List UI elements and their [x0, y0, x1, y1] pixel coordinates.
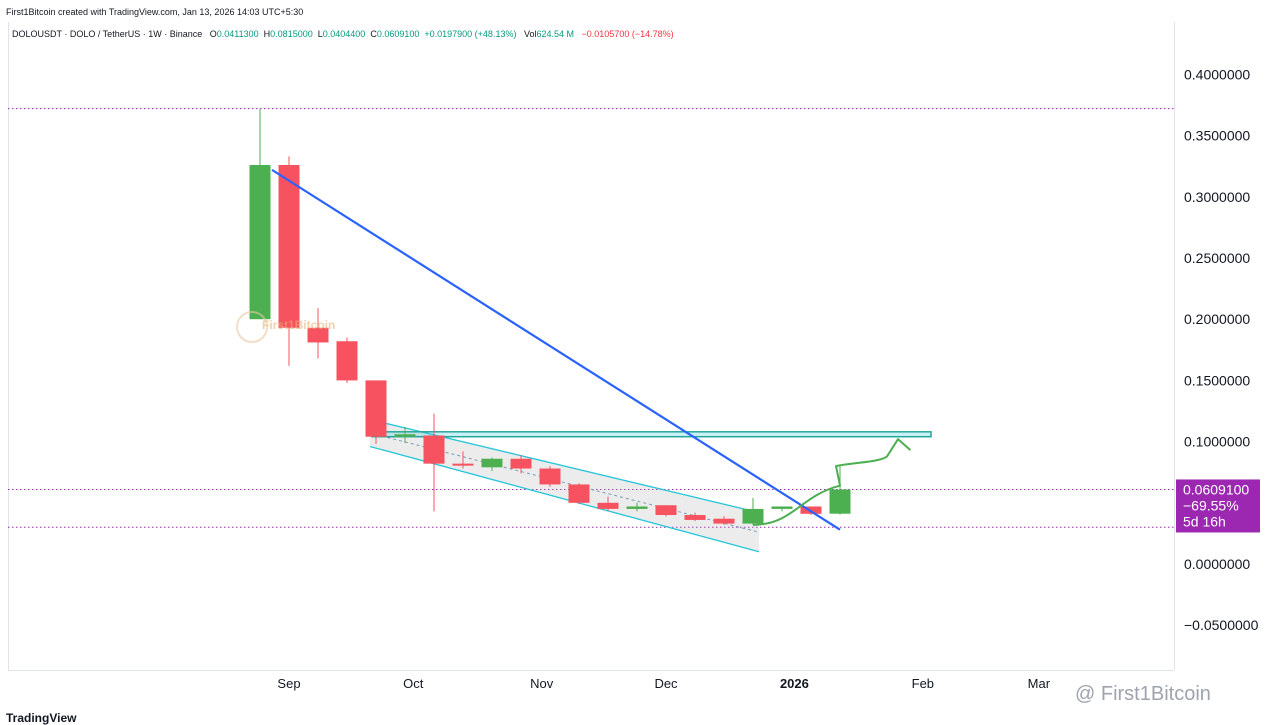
y-tick-label: −0.0500000 — [1184, 617, 1259, 633]
open-label: O — [209, 29, 217, 39]
volume-change: −0.0105700 (−14.78%) — [581, 29, 674, 39]
y-tick-label: 0.2000000 — [1184, 311, 1250, 327]
candle-body — [829, 489, 851, 514]
volume-value: 624.54 M — [536, 29, 575, 39]
downtrend-line[interactable] — [271, 168, 841, 531]
candle-body — [423, 435, 445, 464]
candle-body — [539, 468, 561, 485]
candle-body — [365, 380, 387, 437]
candle[interactable] — [655, 505, 677, 517]
low-label: L — [317, 29, 323, 39]
high-value: 0.0815000 — [270, 29, 313, 39]
first1bitcoin-logo-icon — [236, 311, 268, 343]
x-tick-label: Sep — [277, 676, 300, 691]
high-label: H — [263, 29, 271, 39]
y-tick-label: 0.1000000 — [1184, 434, 1250, 450]
y-tick-label: 0.2500000 — [1184, 250, 1250, 266]
candle-countdown: 5d 16h — [1183, 513, 1226, 529]
resistance-zone[interactable] — [371, 431, 932, 438]
close-value: 0.0609100 — [376, 29, 420, 39]
candle[interactable] — [510, 455, 532, 474]
candle-body — [307, 327, 329, 343]
x-tick-label: Feb — [912, 676, 934, 691]
current-price-label: 0.0609100 — [1183, 481, 1249, 497]
candle[interactable] — [249, 108, 271, 320]
tradingview-logo: TradingView — [6, 711, 77, 725]
volume-label: Vol — [523, 29, 537, 39]
candle-body — [684, 515, 706, 520]
change-value: +0.0197900 (+48.13%) — [424, 29, 517, 39]
candle[interactable] — [771, 506, 793, 512]
close-label: C — [370, 29, 377, 39]
low-value: 0.0404400 — [322, 29, 366, 39]
candle[interactable] — [452, 451, 474, 469]
candle-body — [742, 508, 764, 524]
candle-body — [510, 458, 532, 469]
candle[interactable] — [307, 308, 329, 359]
candle-body — [713, 518, 735, 524]
center-watermark: First1Bitcoin — [262, 318, 336, 332]
x-tick-label: 2026 — [780, 676, 809, 691]
y-tick-label: 0.1500000 — [1184, 372, 1250, 388]
candle[interactable] — [365, 380, 387, 445]
candle[interactable] — [278, 156, 300, 366]
x-tick-label: Oct — [403, 676, 424, 691]
channel-top-line[interactable] — [369, 418, 760, 514]
candle[interactable] — [336, 337, 358, 383]
y-tick-label: 0.4000000 — [1184, 66, 1250, 82]
current-price-badge — [1176, 479, 1260, 533]
author-watermark: @ First1Bitcoin — [1075, 683, 1211, 705]
candle[interactable] — [742, 497, 764, 525]
y-tick-label: 0.3500000 — [1184, 128, 1250, 144]
candle-body — [771, 506, 793, 509]
candle[interactable] — [684, 512, 706, 522]
candle-body — [481, 458, 503, 468]
candle[interactable] — [626, 502, 648, 512]
candle-body — [249, 164, 271, 320]
candle[interactable] — [713, 516, 735, 525]
created-with-caption: First1Bitcoin created with TradingView.c… — [6, 7, 304, 17]
symbol-name[interactable]: DOLOUSDT · DOLO / TetherUS · 1W · Binanc… — [12, 29, 203, 39]
candle[interactable] — [568, 483, 590, 505]
x-tick-label: Mar — [1028, 676, 1051, 691]
candle[interactable] — [481, 457, 503, 471]
y-tick-label: 0.0000000 — [1184, 556, 1250, 572]
candle-body — [626, 506, 648, 509]
candle-body — [452, 463, 474, 466]
candle[interactable] — [394, 426, 416, 443]
candle-body — [568, 484, 590, 503]
symbol-legend: DOLOUSDT · DOLO / TetherUS · 1W · Binanc… — [12, 29, 674, 39]
x-tick-label: Dec — [654, 676, 678, 691]
candle-body — [394, 434, 416, 437]
candle[interactable] — [597, 496, 619, 512]
current-price-change: −69.55% — [1183, 497, 1239, 513]
candle[interactable] — [829, 464, 851, 515]
candle-body — [655, 505, 677, 516]
channel-bottom-line[interactable] — [369, 445, 760, 553]
candle-body — [597, 502, 619, 509]
candle[interactable] — [423, 413, 445, 512]
open-value: 0.0411300 — [216, 29, 259, 39]
projection-arrow[interactable] — [752, 438, 912, 526]
y-tick-label: 0.3000000 — [1184, 189, 1250, 205]
candle[interactable] — [539, 466, 561, 487]
x-tick-label: Nov — [530, 676, 554, 691]
candle-body — [336, 341, 358, 381]
candle-body — [278, 164, 300, 328]
channel-fill — [370, 419, 759, 552]
